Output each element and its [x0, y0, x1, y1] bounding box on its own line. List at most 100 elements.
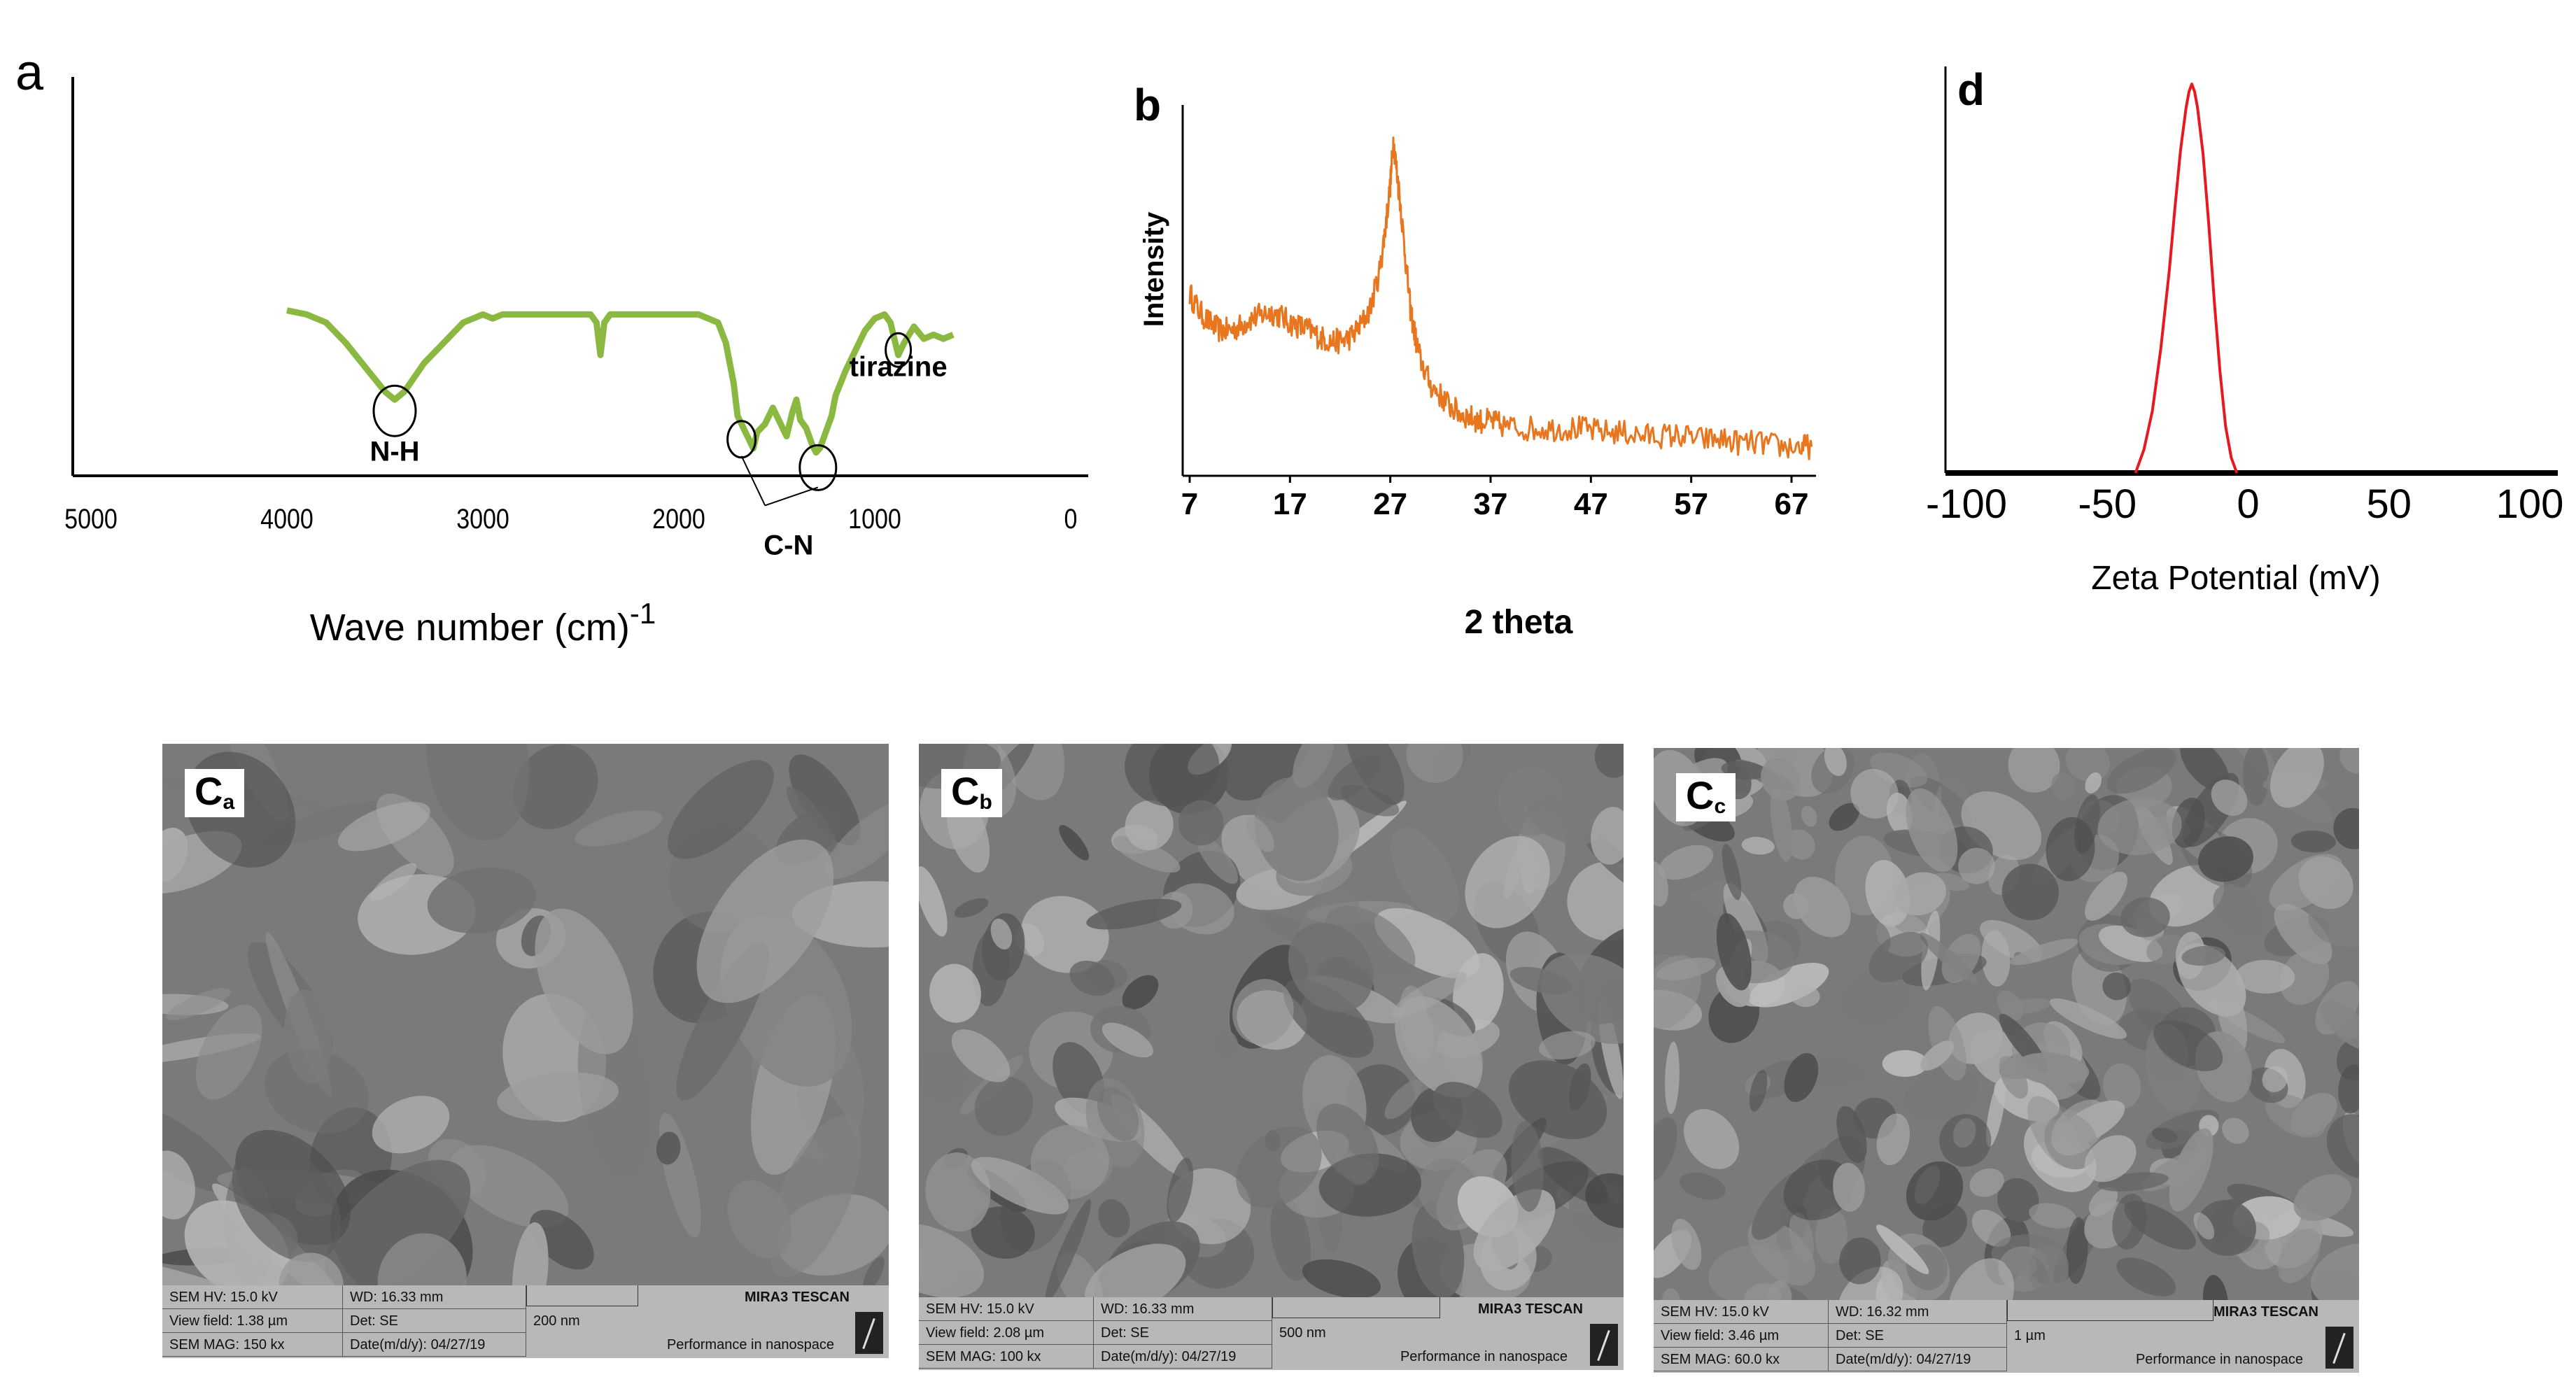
sem-particle: [2004, 1250, 2037, 1276]
x-axis-label: Wave number (cm)-1: [310, 597, 656, 649]
sem-particle: [1102, 1022, 1153, 1058]
sem-particle: [1906, 788, 1958, 873]
sem-particle: [1920, 1040, 1955, 1071]
sem-particle: [1770, 786, 1793, 862]
sem-scale-label: 500 nm: [1279, 1325, 1326, 1341]
sem-scale-bar: [2007, 1300, 2213, 1321]
sem-particle: [2001, 998, 2051, 1015]
tescan-logo-icon: [855, 1312, 883, 1354]
sem-date: Date(m/d/y): 04/27/19: [343, 1333, 526, 1357]
sem-particle: [2085, 772, 2102, 793]
sem-date: Date(m/d/y): 04/27/19: [1094, 1345, 1272, 1369]
x-tick-label: 1000: [848, 502, 901, 534]
sem-particle: [1509, 966, 1572, 995]
sem-particle: [1270, 1196, 1311, 1281]
sem-particle: [1654, 894, 1719, 956]
sem-particle: [2102, 1063, 2141, 1109]
sem-particle: [1850, 769, 1899, 819]
sem-magnification: SEM MAG: 150 kx: [162, 1333, 343, 1357]
sem-particle: [1045, 1199, 1092, 1303]
sem-particle: [919, 1049, 968, 1103]
sem-particle: [2339, 748, 2359, 774]
sem-info-bar: SEM HV: 15.0 kV WD: 16.33 mm View field:…: [919, 1297, 1624, 1370]
sem-image-cb: Cb SEM HV: 15.0 kV WD: 16.33 mm View fie…: [919, 744, 1624, 1370]
x-tick-label: 5000: [64, 502, 118, 534]
sem-particle: [1328, 754, 1381, 800]
sem-particle: [162, 1098, 239, 1194]
sem-particle: [575, 810, 663, 847]
x-tick-label: 27: [1373, 487, 1407, 521]
sem-particle: [2065, 748, 2110, 782]
sem-particle: [1914, 1166, 1941, 1205]
sem-particle: [1391, 827, 1459, 921]
sem-particle: [2029, 1203, 2077, 1229]
series-line-b: [1188, 136, 1813, 460]
x-tick-label: 4000: [260, 502, 314, 534]
x-tick-label: 3000: [456, 502, 509, 534]
sem-particle: [1801, 805, 1817, 827]
sem-particle: [951, 1029, 1011, 1082]
sem-info-bar: SEM HV: 15.0 kV WD: 16.33 mm View field:…: [162, 1285, 889, 1358]
sem-particle: [1784, 1052, 1819, 1102]
sem-particle: [1904, 1066, 1980, 1122]
sem-particle: [1722, 843, 1742, 901]
sem-particle: [1684, 1109, 1740, 1169]
sem-particle: [2222, 1117, 2249, 1144]
sem-texture: [162, 744, 889, 1327]
sem-particle: [1999, 1055, 2028, 1099]
annotation-connector: [764, 486, 819, 507]
chart-a: a 5000 4000 3000 2000 1000 0 Wave number (cm)-1…: [15, 45, 1088, 649]
sem-particle: [1654, 1117, 1677, 1182]
sem-particle: [1125, 744, 1220, 807]
sem-particle: [2196, 1199, 2256, 1256]
sem-particle: [2311, 1243, 2359, 1308]
sem-particle: [2235, 959, 2295, 994]
sem-scale-label: 200 nm: [533, 1313, 580, 1329]
sem-particle: [824, 799, 889, 880]
sem-hv: SEM HV: 15.0 kV: [162, 1285, 343, 1309]
sem-particle: [2262, 1066, 2288, 1092]
annotation-circle: [885, 332, 913, 368]
sem-hv: SEM HV: 15.0 kV: [1654, 1300, 1829, 1324]
sem-particle: [1894, 872, 1946, 916]
sem-particle: [2152, 1127, 2178, 1143]
sem-slogan: Performance in nanospace: [666, 1337, 834, 1353]
sem-particle: [530, 1210, 594, 1270]
sem-particle: [2278, 1228, 2321, 1283]
sem-magnification: SEM MAG: 100 kx: [919, 1345, 1094, 1369]
sem-magnification: SEM MAG: 60.0 kx: [1654, 1348, 1829, 1371]
sem-particle: [1085, 1243, 1186, 1315]
panel-label-b: b: [1134, 80, 1161, 130]
sem-particle: [2153, 1019, 2223, 1071]
sem-particle: [1716, 913, 1752, 991]
sem-view-field: View field: 3.46 µm: [1654, 1324, 1829, 1348]
sem-particle: [2193, 1212, 2215, 1240]
sem-particle: [786, 786, 838, 853]
sem-particle: [2181, 945, 2226, 966]
sem-particle: [370, 863, 417, 901]
sem-particle: [2102, 972, 2131, 1001]
annotation-circle: [372, 384, 417, 437]
x-tick-label: 100: [2496, 481, 2564, 527]
sem-view-field: View field: 1.38 µm: [162, 1309, 343, 1333]
sem-particle: [1594, 744, 1624, 778]
sem-particle: [1465, 835, 1550, 928]
sem-slogan: Performance in nanospace: [2135, 1352, 2303, 1367]
sem-particle: [1791, 985, 1820, 1008]
sem-particle: [2298, 856, 2353, 910]
sem-particle: [2112, 1194, 2147, 1250]
sem-particle: [2116, 1257, 2176, 1297]
sem-particle: [2051, 1099, 2109, 1156]
annotation-label: N-H: [369, 437, 419, 467]
sem-particle: [2290, 830, 2336, 853]
y-axis-label: Intensity: [1139, 211, 1169, 327]
sem-particle: [2242, 748, 2269, 806]
tescan-logo-icon: [2325, 1327, 2353, 1369]
panel-label-a: a: [15, 45, 44, 101]
sem-particle: [1839, 1237, 1881, 1285]
sem-particle: [1761, 758, 1801, 801]
sem-particle: [1997, 1178, 2039, 1222]
sem-particle: [1538, 1031, 1596, 1060]
